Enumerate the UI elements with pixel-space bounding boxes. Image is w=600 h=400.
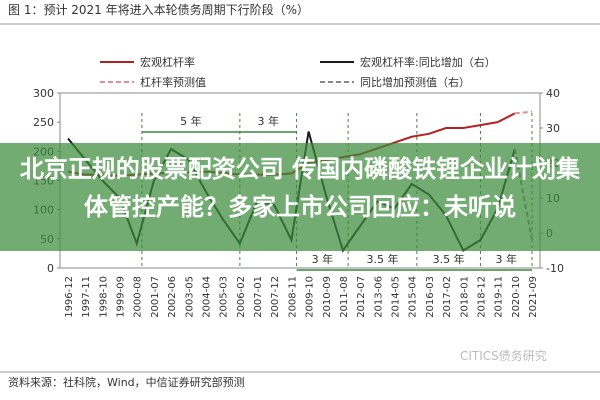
- legend-label: 杠杆率预测值: [140, 75, 206, 89]
- watermark: CITICS债务研究: [460, 348, 547, 363]
- x-tick-label: 2018-01: [459, 276, 470, 318]
- annotation: 3 年: [312, 252, 334, 266]
- x-tick-label: 2007-01: [253, 276, 264, 318]
- x-tick-label: 2018-12: [476, 276, 487, 318]
- x-tick-label: 2000-08: [133, 276, 144, 318]
- y-tick-label: 250: [33, 116, 54, 129]
- x-tick-label: 2015-04: [408, 276, 419, 318]
- series-line: [514, 110, 533, 115]
- source: 资料来源：社科院，Wind，中信证券研究部预测: [8, 375, 245, 389]
- y2-tick-label: 40: [546, 87, 560, 100]
- x-tick-label: 2010-09: [322, 276, 333, 318]
- y2-tick-label: 30: [546, 122, 560, 135]
- x-tick-label: 2012-07: [356, 276, 367, 318]
- x-tick-label: 2003-05: [184, 276, 195, 318]
- y2-tick-label: -10: [546, 262, 564, 275]
- legend-label: 同比增加预测值（右）: [360, 75, 470, 89]
- x-tick-label: 2019-11: [494, 276, 505, 318]
- annotation: 5 年: [180, 114, 202, 128]
- x-tick-label: 2008-11: [287, 276, 298, 318]
- x-tick-label: 2020-10: [511, 276, 522, 318]
- x-tick-label: 2005-03: [219, 276, 230, 318]
- x-tick-label: 2009-10: [305, 276, 316, 318]
- x-tick-label: 1999-09: [116, 276, 127, 318]
- y-tick-label: 0: [47, 262, 54, 275]
- x-tick-label: 2017-02: [442, 276, 453, 318]
- x-tick-label: 2006-02: [236, 276, 247, 318]
- x-tick-label: 2014-05: [391, 276, 402, 318]
- banner-text: 北京正规的股票配资公司 传国内磷酸铁锂企业计划集体管控产能？多家上市公司回应：未…: [19, 155, 581, 221]
- y-tick-label: 300: [33, 87, 54, 100]
- chart-title: 图 1：预计 2021 年将进入本轮债务周期下行阶段（%）: [8, 2, 309, 17]
- x-tick-label: 2011-08: [339, 276, 350, 318]
- annotation: 3.5 年: [433, 252, 465, 266]
- x-tick-label: 2013-06: [373, 276, 384, 318]
- x-tick-label: 2007-12: [270, 276, 281, 318]
- legend-label: 宏观杠杆率: [140, 55, 195, 69]
- annotation: 3 年: [257, 114, 279, 128]
- x-tick-label: 2001-07: [150, 276, 161, 318]
- legend-label: 宏观杠杆率:同比增加（右）: [360, 55, 496, 69]
- x-tick-label: 1998-10: [98, 276, 109, 318]
- annotation: 3 年: [495, 252, 517, 266]
- x-tick-label: 1996-12: [64, 276, 75, 318]
- x-tick-label: 2004-04: [201, 276, 212, 318]
- x-tick-label: 2002-06: [167, 276, 178, 318]
- annotation: 3.5 年: [366, 252, 398, 266]
- x-tick-label: 2021-09: [528, 276, 539, 318]
- x-tick-label: 1997-11: [81, 276, 92, 318]
- banner-band: [0, 143, 600, 251]
- x-tick-label: 2016-03: [425, 276, 436, 318]
